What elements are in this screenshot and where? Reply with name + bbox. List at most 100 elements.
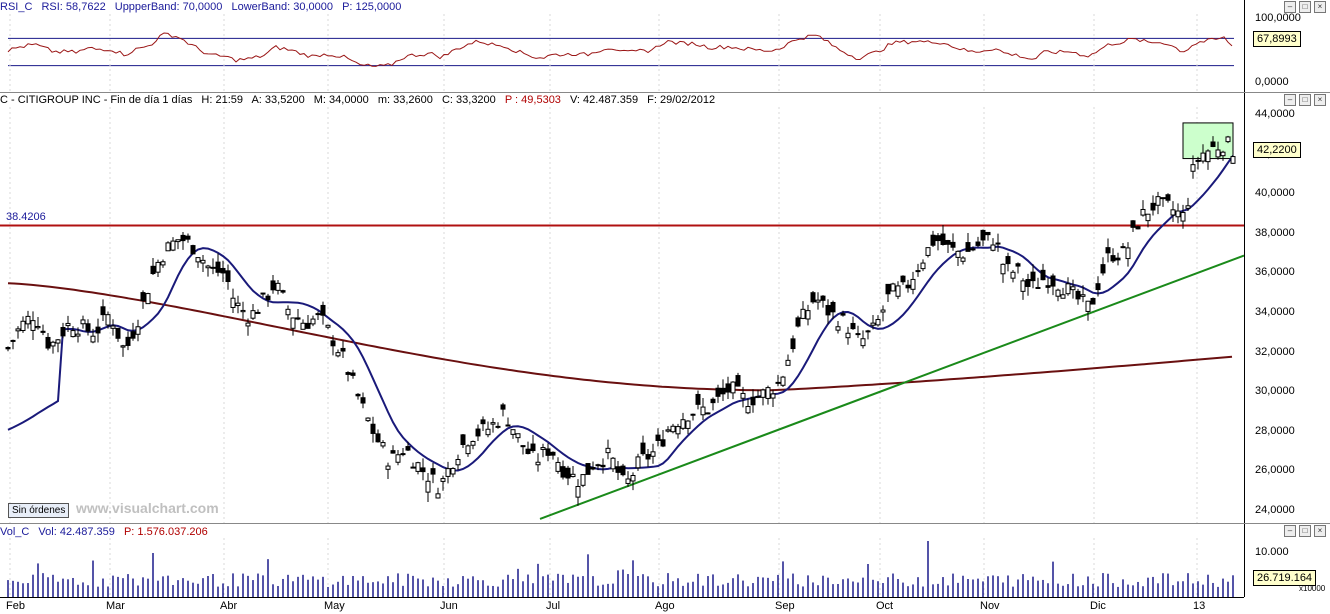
candle-body [800,308,806,319]
candle-body [390,450,396,454]
candle-body [250,310,256,319]
price-header-instrument: C - CITIGROUP INC - Fin de día 1 días [0,94,193,106]
maximize-icon[interactable]: □ [1299,1,1311,13]
candle-body [710,398,716,404]
candle-body [375,433,381,443]
candle-body [950,241,956,248]
price-tick-label: 32,0000 [1255,345,1295,358]
candle-body [1185,205,1191,209]
divider [0,92,1330,93]
candle-body [505,424,511,427]
candle-body [90,335,96,343]
candle-body [420,467,426,473]
candle-body [1165,194,1171,201]
candle-body [1015,263,1021,267]
candle-body [460,434,466,445]
candle-body [960,257,966,262]
candle-body [175,239,181,243]
candle-body [145,293,151,305]
candle-body [885,283,891,295]
price-tick-label: 28,0000 [1255,424,1295,437]
price-tick-label: 30,0000 [1255,385,1295,398]
candle-body [430,468,436,475]
candle-body [40,330,46,333]
candle-body [50,341,56,347]
candle-body [1110,255,1116,262]
minimize-icon[interactable]: – [1284,525,1296,537]
candle-body [725,383,731,393]
candle-body [1180,212,1186,222]
candle-body [1055,289,1061,297]
volume-plot[interactable] [0,538,1244,597]
candle-body [695,393,701,405]
candle-body [945,240,951,245]
close-icon[interactable]: × [1314,1,1326,13]
candle-body [985,231,991,236]
maximize-icon[interactable]: □ [1299,94,1311,106]
candle-body [1145,213,1151,222]
candle-body [520,445,526,448]
candle-body [15,328,21,332]
candle-body [830,301,836,313]
close-icon[interactable]: × [1314,94,1326,106]
candle-body [565,467,571,479]
month-label: Abr [220,600,238,612]
candle-body [355,393,361,397]
orders-badge[interactable]: Sin órdenes [8,503,70,518]
candle-body [675,426,681,435]
candle-body [955,250,961,258]
minimize-icon[interactable]: – [1284,94,1296,106]
candle-body [1135,226,1141,230]
candle-body [535,461,541,466]
candle-body [735,375,741,387]
candle-body [740,392,746,399]
candle-body [975,241,981,246]
candle-body [360,397,366,404]
candle-body [190,245,196,255]
maximize-icon[interactable]: □ [1299,525,1311,537]
volume-tick-10000: 10.000 [1255,546,1289,558]
close-icon[interactable]: × [1314,525,1326,537]
minimize-icon[interactable]: – [1284,1,1296,13]
candle-body [10,339,16,342]
candle-body [980,229,986,241]
candle-body [990,244,996,251]
candle-body [55,339,61,344]
price-plot[interactable] [0,107,1244,523]
rsi-plot[interactable] [0,14,1244,92]
candle-body [910,278,916,290]
candle-body [210,266,216,269]
candle-body [480,419,486,425]
candle-body [865,330,871,333]
candle-body [1000,263,1006,275]
candle-body [450,467,456,475]
candle-body [85,323,91,332]
candle-body [95,326,101,334]
candle-body [705,412,711,415]
candle-body [350,372,356,376]
candle-body [65,322,71,327]
candle-body [425,480,431,493]
candle-body [630,475,636,482]
candle-body [1020,280,1026,292]
candle-body [245,322,251,327]
candle-body [765,387,771,399]
candle-body [940,233,946,245]
candle-body [235,302,241,307]
candle-body [1200,152,1206,162]
candle-body [1190,164,1196,172]
candle-body [115,327,121,339]
candle-body [1075,290,1081,300]
volume-panel: Vol_C Vol: 42.487.359 P: 1.576.037.206 1… [0,524,1330,597]
candle-body [465,445,471,455]
candle-body [1050,275,1056,287]
candle-body [1045,285,1051,288]
candle-body [1125,247,1131,260]
price-tick-label: 36,0000 [1255,266,1295,279]
candle-body [400,453,406,456]
candle-body [635,456,641,469]
candle-body [295,317,301,320]
candle-body [1025,279,1031,287]
candle-body [1115,257,1121,261]
candle-body [290,317,296,329]
